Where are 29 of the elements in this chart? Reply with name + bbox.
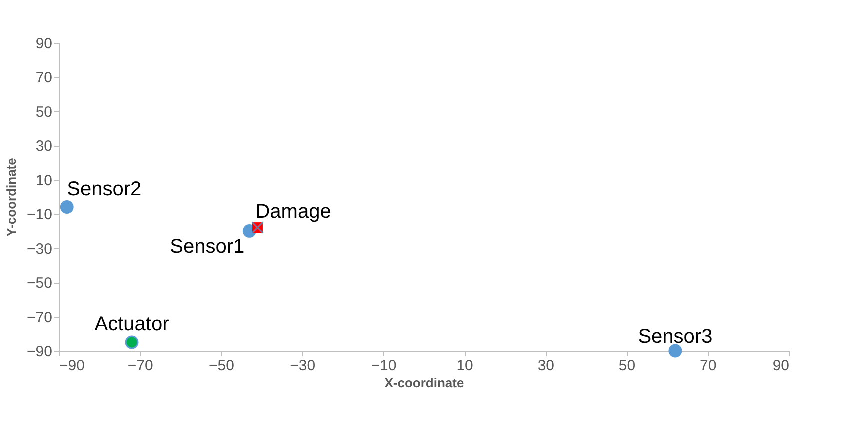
x-tick-label: −10	[371, 358, 397, 374]
x-tick-label: −50	[208, 358, 234, 374]
x-tick-label: 30	[538, 358, 555, 374]
annotation: Sensor1	[170, 236, 245, 258]
y-tick-label: 70	[36, 70, 52, 87]
y-tick-label: 90	[36, 36, 52, 52]
x-tick-label: −90	[60, 358, 85, 374]
y-axis-title: Y-coordinate	[4, 158, 20, 237]
annotation: Sensor3	[638, 326, 713, 348]
point	[668, 344, 682, 358]
point	[60, 200, 74, 214]
y-tick-label: 10	[36, 172, 52, 190]
y-tick-label: 30	[36, 138, 52, 156]
annotation: Sensor2	[67, 178, 142, 200]
y-tick-label: −10	[27, 206, 52, 224]
x-tick-label: −30	[290, 358, 316, 374]
annotation: Actuator	[94, 313, 170, 336]
x-tick-label: 50	[618, 358, 636, 374]
y-tick-label: −30	[27, 240, 52, 258]
x-tick-label: 90	[772, 358, 790, 374]
x-tick-label: −70	[128, 358, 154, 374]
x-axis-title: X-coordinate	[384, 376, 464, 390]
x-tick-label: 70	[700, 358, 717, 374]
y-tick-label: −50	[27, 275, 52, 292]
x-tick-label: 10	[456, 358, 474, 374]
y-tick-label: 50	[36, 104, 52, 121]
annotation: Damage	[256, 200, 332, 223]
y-tick-label: −90	[27, 344, 52, 360]
y-tick-label: −70	[27, 309, 52, 326]
